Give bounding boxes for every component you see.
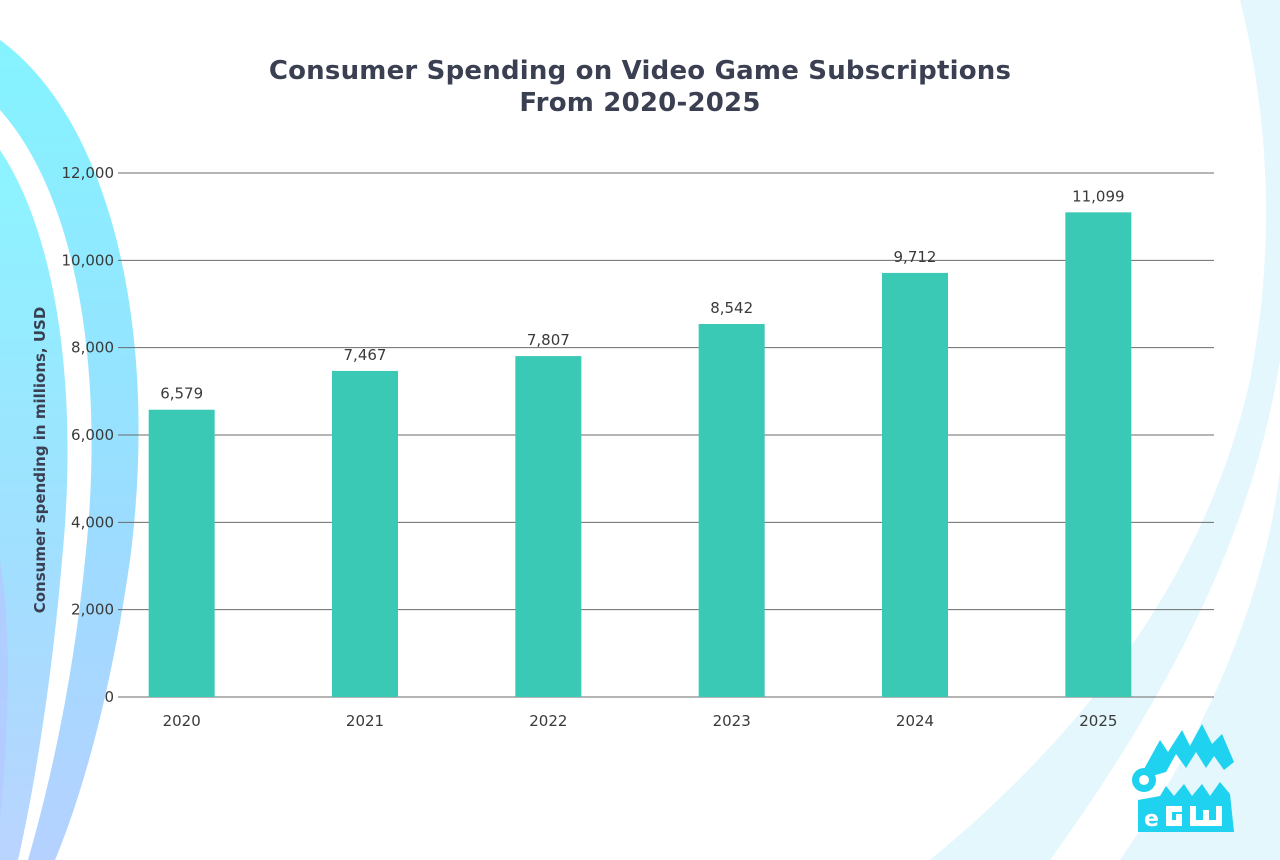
grid-lines — [118, 172, 1214, 698]
data-label-2024: 9,712 — [894, 248, 937, 266]
bar-2024 — [882, 272, 948, 697]
egw-crocodile-logo-icon: e — [1132, 724, 1234, 832]
data-labels: 6,579 7,467 7,807 8,542 9,712 11,099 — [160, 187, 1124, 402]
x-tick-label-2024: 2024 — [896, 712, 934, 730]
data-label-2025: 11,099 — [1072, 187, 1125, 205]
x-tick-label-2023: 2023 — [713, 712, 751, 730]
y-tick-label: 4,000 — [71, 513, 114, 531]
x-tick-label-2021: 2021 — [346, 712, 384, 730]
bar-2020 — [148, 409, 215, 697]
chart-title-line-1: Consumer Spending on Video Game Subscrip… — [268, 56, 1012, 86]
y-tick-label: 8,000 — [71, 339, 114, 357]
data-label-2020: 6,579 — [160, 385, 203, 403]
x-axis-ticks: 2020 2021 2022 2023 2024 2025 — [163, 712, 1118, 730]
bars — [148, 212, 1132, 697]
y-tick-label: 0 — [104, 688, 114, 706]
svg-text:e: e — [1144, 807, 1159, 832]
x-tick-label-2020: 2020 — [163, 712, 201, 730]
bar-2023 — [698, 323, 765, 697]
bar-2021 — [332, 370, 398, 697]
x-tick-label-2025: 2025 — [1079, 712, 1117, 730]
y-axis-ticks: 0 2,000 4,000 6,000 8,000 10,000 12,000 — [62, 164, 115, 706]
data-label-2023: 8,542 — [710, 299, 753, 317]
data-label-2021: 7,467 — [344, 346, 387, 364]
y-tick-label: 12,000 — [62, 164, 115, 182]
y-tick-label: 6,000 — [71, 426, 114, 444]
data-label-2022: 7,807 — [527, 331, 570, 349]
x-tick-label-2022: 2022 — [529, 712, 567, 730]
bar-2025 — [1065, 212, 1132, 697]
bar-2022 — [515, 356, 582, 697]
left-swoosh-inner — [0, 150, 68, 860]
y-axis-label: Consumer spending in millions, USD — [31, 307, 49, 614]
y-tick-label: 10,000 — [62, 251, 115, 269]
y-tick-label: 2,000 — [71, 601, 114, 619]
chart-title-line-2: From 2020-2025 — [519, 88, 761, 118]
left-swoosh-edge — [0, 560, 8, 820]
